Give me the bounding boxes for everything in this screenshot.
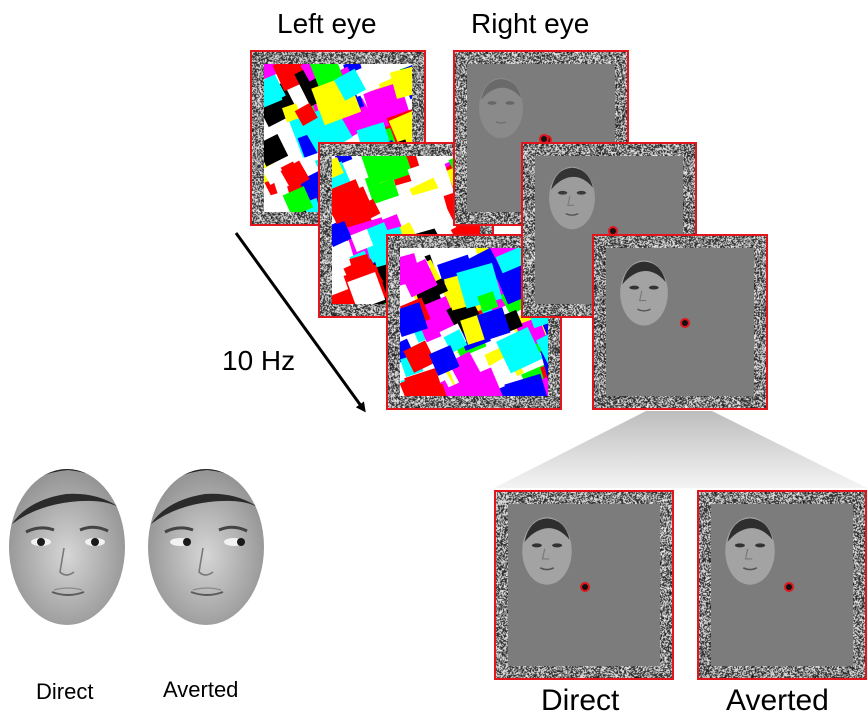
mondrian-patch xyxy=(428,345,460,376)
direct-frame xyxy=(494,490,674,680)
mondrian-patch xyxy=(496,327,543,374)
face-direct-label: Direct xyxy=(36,679,94,704)
mondrian-patch xyxy=(264,64,279,80)
mondrian-pattern xyxy=(400,248,548,396)
face-direct-image xyxy=(9,469,125,625)
mondrian-patch xyxy=(294,102,318,126)
mondrian-patch xyxy=(389,65,412,99)
frame-averted-label: Averted xyxy=(726,684,829,717)
face-stimulus xyxy=(549,166,595,230)
mondrian-patch xyxy=(404,367,446,396)
mondrian-patch xyxy=(281,103,302,123)
face-averted-image xyxy=(148,469,264,625)
face-stimulus-averted xyxy=(725,517,775,585)
mondrian-patch xyxy=(388,108,412,151)
mondrian-patch xyxy=(332,179,369,225)
face-stimulus-direct xyxy=(522,517,572,585)
mondrian-patch xyxy=(477,291,499,313)
mondrian-patch xyxy=(308,64,344,87)
face-stimulus xyxy=(620,260,668,326)
fixation-dot xyxy=(680,318,690,328)
face-stimulus-faint xyxy=(479,78,523,138)
averted-frame xyxy=(697,490,867,680)
mondrian-patch xyxy=(264,134,289,167)
right-eye-frame-3 xyxy=(592,234,768,410)
mondrian-patch xyxy=(404,187,452,235)
mondrian-patch xyxy=(536,326,548,368)
mondrian-patch xyxy=(282,186,314,212)
mondrian-patch xyxy=(360,156,403,186)
frame-direct-label: Direct xyxy=(541,684,620,717)
left-eye-label: Left eye xyxy=(277,8,377,39)
mondrian-patch xyxy=(280,160,310,190)
mondrian-patch xyxy=(332,157,344,180)
mondrian-patch xyxy=(504,373,548,396)
left-eye-frame-3 xyxy=(386,234,562,410)
mondrian-patch xyxy=(333,68,366,101)
face-averted-label: Averted xyxy=(163,677,239,702)
mondrian-patch xyxy=(476,307,511,341)
fixation-dot xyxy=(608,226,618,236)
mondrian-patch xyxy=(400,302,428,337)
fixation-dot xyxy=(784,582,794,592)
fixation-dot xyxy=(539,134,549,144)
mondrian-patch xyxy=(264,77,283,109)
fixation-dot xyxy=(580,582,590,592)
mondrian-patch xyxy=(418,383,451,396)
gray-field xyxy=(711,504,853,666)
zoom-wedge xyxy=(494,411,867,488)
mondrian-patch xyxy=(400,258,438,298)
mondrian-mask xyxy=(400,248,548,396)
mondrian-patch xyxy=(447,377,481,396)
frequency-label: 10 Hz xyxy=(222,345,296,376)
mondrian-patch xyxy=(403,340,436,373)
right-eye-label: Right eye xyxy=(471,8,590,39)
